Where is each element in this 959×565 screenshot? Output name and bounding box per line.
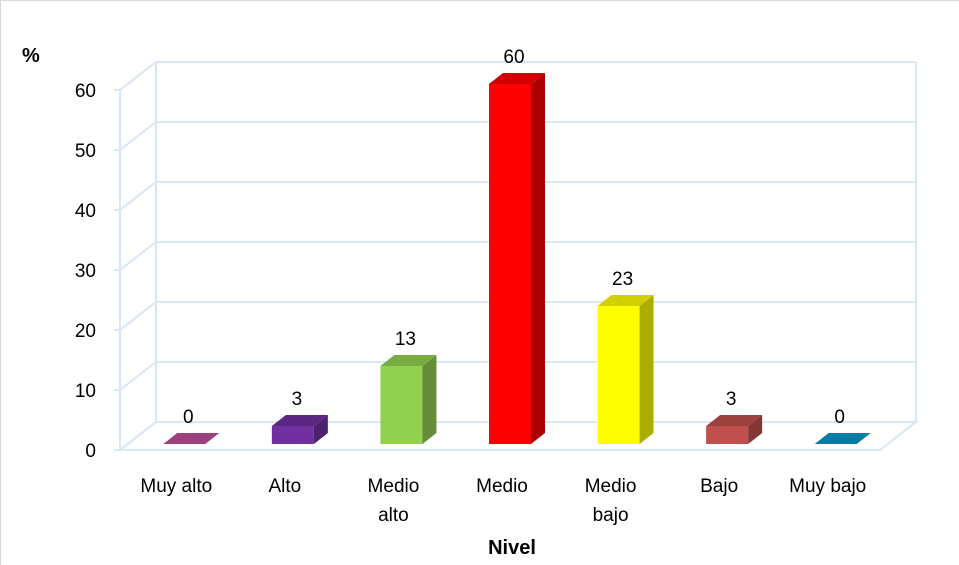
y-tick-label: 30	[75, 261, 96, 282]
y-tick-label: 50	[75, 141, 96, 162]
data-label: 3	[726, 389, 737, 410]
bar-front	[271, 426, 314, 444]
bar-front	[489, 84, 531, 444]
data-label: 13	[395, 329, 416, 350]
side-wall-gridline	[119, 361, 157, 391]
y-tick-label: 10	[75, 381, 96, 402]
y-tick-label: 0	[85, 441, 96, 462]
y-tick-label: 60	[75, 81, 96, 102]
data-label: 3	[292, 389, 303, 410]
y-tick-label: 20	[75, 321, 96, 342]
x-tick-label: Alto	[268, 476, 301, 497]
x-axis-title: Nivel	[488, 537, 536, 559]
bar-top	[163, 433, 220, 444]
side-wall-gridline	[119, 301, 157, 331]
x-tick-label: Medio bajo	[585, 476, 637, 526]
data-label: 0	[183, 407, 194, 428]
side-wall-gridline	[119, 61, 157, 91]
side-wall-gridline	[119, 241, 157, 271]
bar	[163, 433, 220, 444]
bar-front	[706, 426, 749, 444]
bar	[597, 295, 654, 444]
bar-front	[380, 366, 423, 444]
x-tick-label: Muy alto	[140, 476, 212, 497]
bar	[489, 73, 545, 444]
bar	[380, 355, 437, 444]
bar-top	[271, 415, 328, 426]
data-label: 60	[503, 47, 524, 68]
bar-top	[597, 295, 654, 306]
y-tick-label: 40	[75, 201, 96, 222]
bar-side	[531, 73, 545, 444]
x-tick-label: Bajo	[700, 476, 738, 497]
bar-layer	[163, 73, 871, 444]
x-tick-label: Medio	[476, 476, 528, 497]
bar	[814, 433, 871, 444]
bar-front	[597, 306, 640, 444]
data-label: 0	[834, 407, 845, 428]
bar-side	[422, 355, 437, 444]
side-wall-gridline	[119, 181, 157, 211]
x-tick-label: Medio alto	[368, 476, 420, 526]
axis-layer: 0 10 20 30 40 50 60	[75, 81, 121, 462]
y-axis-unit: %	[22, 45, 40, 67]
bar-top	[380, 355, 437, 366]
bar-side	[748, 415, 763, 444]
bar-top	[489, 73, 545, 84]
bar-side	[639, 295, 654, 444]
bar-top	[814, 433, 871, 444]
bar-side	[313, 415, 328, 444]
label-layer: 0 Muy alto 3 Alto 13 Medio alto 60 Medio 23 Medio b…	[140, 47, 866, 526]
bar-top	[706, 415, 763, 426]
bar	[271, 415, 328, 444]
side-wall-gridline	[119, 121, 157, 151]
chart-floor	[117, 421, 919, 451]
data-label: 23	[612, 269, 633, 290]
x-tick-label: Muy bajo	[789, 476, 866, 497]
bar	[706, 415, 763, 444]
